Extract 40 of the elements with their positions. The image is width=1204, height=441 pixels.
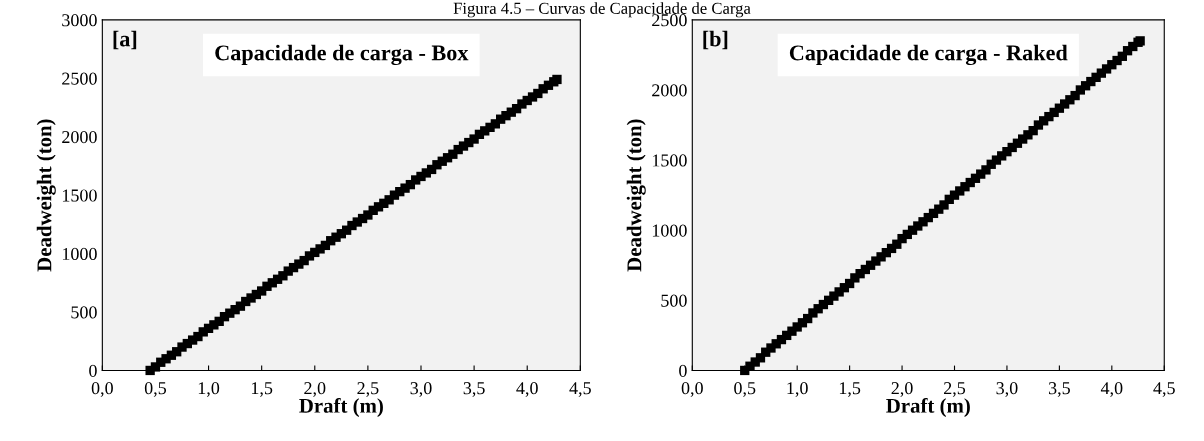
x-tick-label: 3,5 — [1048, 382, 1070, 397]
y-tick-label: 0 — [89, 364, 97, 377]
y-tick-label: 2500 — [62, 72, 97, 85]
text: Capacidade de carga - Box — [215, 44, 469, 66]
x-tick-label: 3,0 — [996, 382, 1018, 397]
x-axis-title: Draft (m) — [299, 397, 383, 418]
x-tick-label: 4,5 — [1153, 382, 1175, 397]
y-tick-label: 0 — [679, 364, 687, 377]
x-tick-label: 1,5 — [839, 382, 861, 397]
y-tick-label: 2000 — [62, 130, 97, 144]
x-tick-label: 2,0 — [304, 382, 326, 397]
x-axis-title: Draft (m) — [886, 397, 970, 418]
y-axis-title: Deadweight (ton) — [36, 119, 56, 272]
x-tick-label: 0,0 — [91, 382, 113, 397]
x-tick-label: 2,5 — [357, 382, 379, 397]
text: Capacidade de carga - Raked — [789, 44, 1068, 66]
x-tick-label: 4,5 — [569, 382, 591, 397]
x-tick-label: 1,5 — [251, 382, 273, 397]
x-tick-label: 0,5 — [734, 382, 756, 397]
x-tick-label: 3,5 — [463, 382, 485, 397]
y-tick-label: 1000 — [62, 247, 97, 261]
x-tick-label: 4,0 — [516, 382, 538, 397]
y-tick-label: 1500 — [652, 154, 687, 167]
y-tick-label: 3000 — [62, 14, 97, 27]
y-tick-label: 500 — [661, 294, 687, 307]
x-tick-label: 1,0 — [198, 382, 220, 397]
y-axis-title: Deadweight (ton) — [626, 119, 646, 272]
y-tick-label: 1500 — [62, 189, 97, 202]
annotation: [b] — [703, 30, 728, 50]
x-tick-label: 2,5 — [944, 382, 966, 397]
x-tick-label: 3,0 — [410, 382, 432, 397]
y-tick-label: 500 — [71, 306, 97, 319]
annotation: [a] — [113, 30, 137, 50]
y-tick-label: 2000 — [652, 84, 687, 97]
x-tick-label: 0,0 — [681, 382, 703, 397]
x-tick-label: 1,0 — [787, 382, 808, 397]
x-tick-label: 2,0 — [891, 382, 913, 397]
x-tick-label: 4,0 — [1100, 382, 1123, 397]
y-tick-label: 1000 — [652, 224, 687, 237]
x-tick-label: 0,5 — [144, 382, 167, 397]
